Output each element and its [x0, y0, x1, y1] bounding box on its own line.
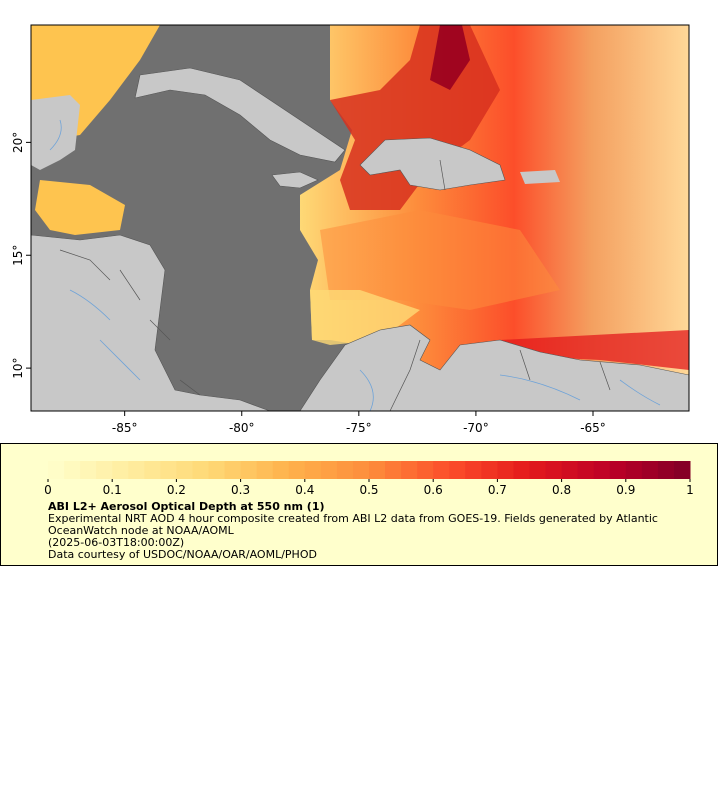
land-south-america: [299, 324, 689, 411]
legend-credit: Data courtesy of USDOC/NOAA/OAR/AOML/PHO…: [48, 548, 317, 561]
lon-tick-label: -65°: [580, 421, 606, 435]
land-central-america: [31, 234, 271, 411]
colorbar-swatch: [561, 461, 579, 479]
colorbar-swatch: [256, 461, 274, 479]
legend-timestamp: (2025-06-03T18:00:00Z): [48, 536, 185, 549]
colorbar-swatch: [529, 461, 547, 479]
lat-tick-label: 20°: [11, 132, 25, 153]
colorbar-tick-label: 0.8: [552, 483, 571, 497]
colorbar-swatch: [385, 461, 402, 479]
colorbar-tick-label: 0.3: [231, 483, 250, 497]
colorbar-swatch: [160, 461, 177, 479]
colorbar-swatch: [401, 461, 418, 479]
colorbar-swatch: [224, 461, 242, 479]
river-lines: [49, 119, 661, 411]
map-frame: [30, 24, 690, 412]
land-cuba: [134, 67, 346, 163]
legend-text: ABI L2+ Aerosol Optical Depth at 550 nm …: [48, 501, 698, 561]
colorbar-swatch: [272, 461, 290, 479]
colorbar-swatch: [369, 461, 386, 479]
lon-tick-label: -75°: [346, 421, 372, 435]
aod-south-band: [500, 330, 689, 370]
country-borders: [59, 159, 611, 411]
colorbar-swatch: [641, 461, 659, 479]
colorbar-swatch: [497, 461, 514, 479]
aod-field-yucatan: [35, 180, 125, 235]
land-florida: [31, 95, 80, 170]
colorbar-swatch: [417, 461, 434, 479]
colorbar-swatch: [481, 461, 498, 479]
colorbar-swatch: [176, 461, 193, 479]
legend-panel: 0 0.1 0.2 0.3 0.4 0.5 0.6 0.7 0.8 0.9 1 ABI L2+ Ae…: [0, 443, 718, 566]
colorbar-swatch: [449, 461, 466, 479]
colorbar-swatch: [352, 461, 370, 479]
land-hispaniola: [359, 137, 506, 191]
colorbar-tick-label: 0.4: [295, 483, 314, 497]
colorbar-swatch: [208, 461, 226, 479]
legend-description: Experimental NRT AOD 4 hour composite cr…: [48, 512, 658, 537]
colorbar-swatch: [112, 461, 129, 479]
colorbar-swatch: [609, 461, 627, 479]
colorbar-ticks: 0 0.1 0.2 0.3 0.4 0.5 0.6 0.7 0.8 0.9 1: [44, 479, 694, 497]
colorbar-swatch: [48, 461, 65, 479]
colorbar-swatches: [48, 461, 691, 479]
aod-caribbean-orange: [320, 210, 560, 310]
colorbar-swatch: [673, 461, 691, 479]
colorbar-swatch: [625, 461, 643, 479]
colorbar-swatch: [320, 461, 338, 479]
colorbar-swatch: [240, 461, 258, 479]
colorbar-swatch: [128, 461, 145, 479]
colorbar-swatch: [288, 461, 306, 479]
lat-tick-label: 15°: [11, 245, 25, 266]
colorbar-swatch: [657, 461, 675, 479]
legend-title: ABI L2+ Aerosol Optical Depth at 550 nm …: [48, 500, 325, 513]
lon-tick-label: -70°: [463, 421, 489, 435]
colorbar-swatch: [465, 461, 482, 479]
colorbar-tick-label: 0.6: [424, 483, 443, 497]
colorbar-swatch: [96, 461, 113, 479]
map-axis-ticks: -85° -80° -75° -70° -65° 20° 15° 10°: [11, 132, 606, 435]
aod-light-west: [310, 290, 420, 345]
colorbar-swatch: [433, 461, 450, 479]
colorbar-swatch: [577, 461, 595, 479]
colorbar-swatch: [80, 461, 97, 479]
colorbar: 0 0.1 0.2 0.3 0.4 0.5 0.6 0.7 0.8 0.9 1: [44, 461, 694, 497]
land-jamaica: [271, 171, 319, 189]
colorbar-swatch: [192, 461, 209, 479]
colorbar-tick-label: 0.9: [616, 483, 635, 497]
colorbar-tick-label: 0.2: [167, 483, 186, 497]
colorbar-swatch: [304, 461, 322, 479]
colorbar-tick-label: 1: [686, 483, 694, 497]
colorbar-swatch: [336, 461, 354, 479]
colorbar-tick-label: 0.7: [488, 483, 507, 497]
colorbar-swatch: [513, 461, 530, 479]
aerosol-map: -85° -80° -75° -70° -65° 20° 15° 10°: [11, 24, 690, 435]
lon-tick-label: -80°: [229, 421, 255, 435]
colorbar-swatch: [64, 461, 81, 479]
colorbar-swatch: [545, 461, 563, 479]
land-puerto-rico: [520, 170, 560, 184]
lon-tick-label: -85°: [112, 421, 138, 435]
colorbar-swatch: [593, 461, 611, 479]
colorbar-tick-label: 0: [44, 483, 52, 497]
colorbar-tick-label: 0.1: [103, 483, 122, 497]
lat-tick-label: 10°: [11, 357, 25, 378]
colorbar-tick-label: 0.5: [359, 483, 378, 497]
colorbar-swatch: [144, 461, 161, 479]
aod-very-high-core: [430, 25, 470, 90]
